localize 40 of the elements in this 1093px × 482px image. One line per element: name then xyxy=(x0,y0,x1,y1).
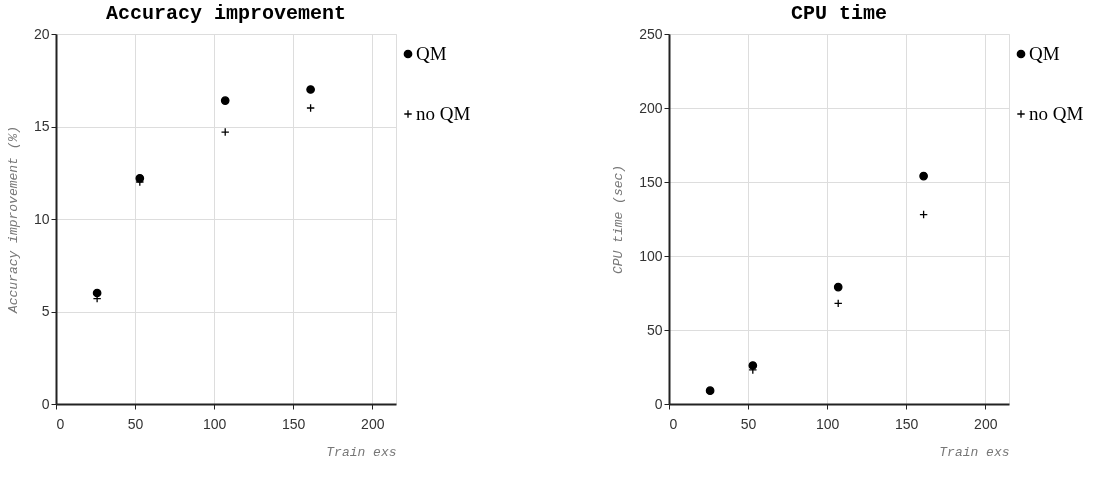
point xyxy=(748,361,758,370)
y-tick-label: 50 xyxy=(646,321,663,338)
y-tick-label: 200 xyxy=(639,99,663,116)
point xyxy=(833,282,843,292)
x-tick-label: 200 xyxy=(361,415,385,432)
x-axis-title: Train exs xyxy=(326,444,397,460)
y-tick-label: 0 xyxy=(654,395,663,412)
legend-label: no QM xyxy=(1029,103,1084,124)
y-axis-title: Accuracy improvement (%) xyxy=(5,125,21,315)
y-tick-label: 10 xyxy=(33,210,50,227)
y-axis-title: CPU time (sec) xyxy=(611,164,627,275)
point xyxy=(92,288,102,298)
x-tick-label: 50 xyxy=(740,415,757,432)
point xyxy=(220,96,230,105)
point xyxy=(306,103,315,113)
point xyxy=(220,127,230,137)
legend-label: QM xyxy=(416,43,447,64)
point xyxy=(306,85,315,94)
legend-label: QM xyxy=(1029,43,1060,64)
x-tick-label: 100 xyxy=(815,415,840,432)
y-tick-label: 15 xyxy=(33,118,50,134)
legend-label: no QM xyxy=(416,103,471,124)
point xyxy=(919,171,928,181)
chart-title: CPU time xyxy=(790,2,888,25)
y-tick-label: 0 xyxy=(41,395,50,412)
y-tick-label: 20 xyxy=(33,25,50,42)
x-tick-label: 0 xyxy=(669,415,678,432)
x-tick-label: 0 xyxy=(56,415,65,432)
y-tick-label: 5 xyxy=(41,303,50,319)
point xyxy=(705,386,715,396)
x-axis-title: Train exs xyxy=(939,444,1010,460)
x-tick-label: 150 xyxy=(282,415,306,432)
x-tick-label: 50 xyxy=(127,415,144,432)
y-tick-label: 150 xyxy=(639,173,663,190)
x-tick-label: 150 xyxy=(895,415,919,432)
x-tick-label: 100 xyxy=(202,415,227,432)
chart-title: Accuracy improvement xyxy=(105,2,347,25)
y-tick-label: 100 xyxy=(639,247,663,264)
y-tick-label: 250 xyxy=(639,25,663,42)
x-tick-label: 200 xyxy=(974,415,998,432)
